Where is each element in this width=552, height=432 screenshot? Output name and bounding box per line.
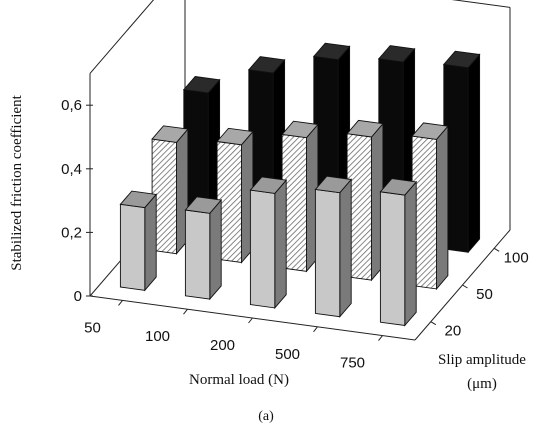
bar-top [151,125,189,143]
depth-tick-mark [430,321,437,326]
x-tick-label: 100 [145,328,170,345]
depth-tick-label: 20 [444,323,461,340]
bar-side [467,53,481,254]
bars [119,42,481,327]
bar-top [379,178,418,196]
side-top-edge [89,0,155,74]
depth-tick-label: 50 [476,286,493,303]
y-tick-label: 0,2 [61,224,82,241]
bar-side [209,198,222,301]
y-axis-title: Stabilized friction coefficient [9,94,25,270]
x-tick-mark [118,300,123,306]
bar [314,175,353,318]
bar [346,119,384,282]
bar-top [216,127,254,146]
bar-front [184,209,211,300]
x-tick-mark [183,308,188,315]
x-tick-label: 500 [275,346,300,363]
bar [182,76,221,219]
bar-top [119,190,158,209]
bar [281,120,319,273]
bar-front [379,191,406,327]
bar-front [249,189,276,309]
bar-top [249,176,288,194]
depth-tick-mark [462,284,468,289]
depth-axis-unit: (μm) [467,376,497,392]
bar-top [411,122,449,140]
bar-front [119,203,146,291]
bar-top [182,76,221,94]
y-tick-label: 0,6 [61,97,82,114]
bar-side [339,178,352,318]
bar-top [312,42,351,61]
depth-tick-label: 100 [504,249,529,266]
bar-top [314,175,353,194]
bar [184,196,223,301]
bar [411,122,449,291]
bar-side [436,124,449,291]
bar-top [377,45,416,63]
x-axis-title: Normal load (N) [189,372,289,388]
bar-top [346,119,384,138]
bar-top [442,50,481,69]
x-tick-mark [313,326,318,333]
bar-front [314,188,341,318]
bar-top [184,196,223,214]
y-tick-label: 0,4 [61,161,82,178]
bar [151,125,189,255]
bar-top [281,120,319,139]
bar-top [247,56,286,74]
bar [379,178,418,327]
x-tick-mark [378,335,383,341]
x-tick-label: 750 [340,355,365,372]
x-tick-mark [248,317,253,324]
bar [249,176,288,310]
bar [442,50,481,254]
bar [216,127,254,264]
bar-side [404,180,417,327]
depth-tick-mark [493,247,500,252]
bar-side [274,178,287,310]
axis-labels: 0 0,2 0,4 0,6 50 100 200 500 750 20 50 100 Stabilize… [9,94,529,392]
bar [119,190,158,292]
x-tick-label: 200 [210,337,235,354]
y-tick-label: 0 [74,288,82,305]
depth-axis-title: Slip amplitude [438,352,526,368]
figure-caption: (a) [258,409,274,424]
back-top-edge [451,0,511,8]
bar-side [144,193,157,292]
x-tick-label: 50 [84,319,101,336]
